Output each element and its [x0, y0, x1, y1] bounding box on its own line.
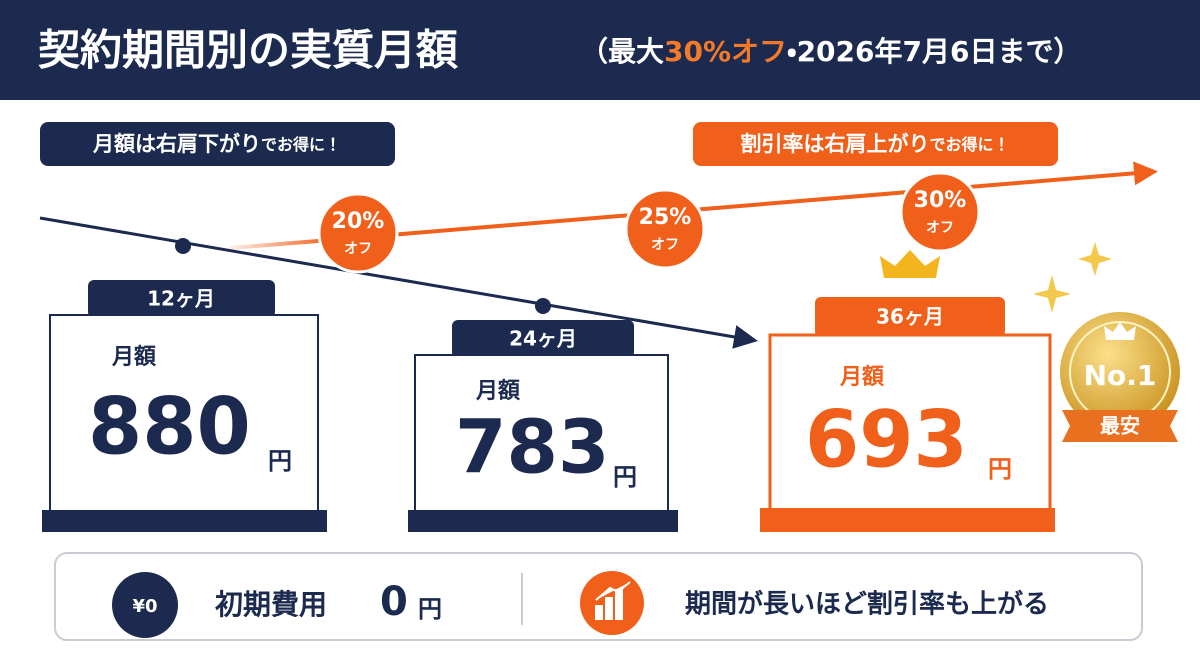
plan-card: 12ヶ月 月額 880 円 [42, 280, 327, 532]
discount-circle: 25% オフ [624, 188, 706, 270]
badge-right [693, 122, 1058, 166]
plan-label: 月額 [839, 365, 885, 390]
discount-label: オフ [344, 241, 372, 257]
discount-rate: 25% [639, 205, 692, 230]
discount-line [329, 161, 1158, 242]
crown [880, 250, 940, 278]
plan-price: 693 [805, 395, 968, 485]
fee-label: 初期費用 [214, 588, 327, 621]
badge-right-text: 割引率は右肩上がりでお得に！ [740, 132, 1009, 156]
sparkle [1078, 242, 1112, 276]
discount-line-fade [229, 238, 331, 250]
fee-value: 0 [380, 579, 408, 625]
plan-term: 12ヶ月 [147, 287, 215, 311]
discount-label: オフ [651, 237, 679, 253]
plan-card: 36ヶ月 月額 693 円 [760, 297, 1055, 532]
price-line [39, 216, 758, 349]
discount-rate: 20% [332, 209, 385, 234]
plan-price: 783 [455, 405, 609, 491]
wallet-icon [112, 572, 178, 638]
header-band [0, 0, 1200, 100]
title: 契約期間別の実質月額 [38, 26, 458, 75]
plan-term: 24ヶ月 [509, 327, 577, 351]
growth-icon-bars [595, 581, 631, 620]
fee-unit: 円 [418, 595, 442, 623]
wallet-icon-text: ¥0 [132, 596, 157, 617]
badge-left-text: 月額は右肩下がりでお得に！ [92, 132, 341, 156]
plan-unit: 円 [988, 455, 1012, 483]
medal: No.1 最安 [1060, 312, 1180, 442]
price-dot [175, 238, 191, 254]
subtitle-post: ・2026年7月6日まで） [787, 35, 1081, 68]
medal-rank: No.1 [1084, 359, 1157, 392]
badge-sub: でお得に！ [929, 135, 1009, 154]
badge-main: 割引率は右肩上がり [740, 132, 929, 156]
discount-circle: 20% オフ [317, 192, 399, 274]
medal-text: 最安 [1100, 414, 1140, 438]
plan-unit: 円 [268, 447, 292, 475]
plan-label: 月額 [475, 379, 521, 404]
plan-card: 24ヶ月 月額 783 円 [408, 320, 678, 532]
subtitle: （最大30%オフ・2026年7月6日まで） [580, 35, 1081, 68]
discount-circle: 30% オフ [899, 171, 981, 253]
plan-price: 880 [88, 382, 251, 472]
subtitle-highlight: 30%オフ [664, 35, 787, 68]
plan-unit: 円 [613, 463, 637, 491]
price-dot [535, 298, 551, 314]
badge-left [40, 122, 395, 166]
discount-rate: 30% [914, 188, 967, 213]
discount-label: オフ [926, 220, 954, 236]
plan-term: 36ヶ月 [876, 305, 944, 329]
badge-sub: でお得に！ [261, 135, 341, 154]
sparkle [1033, 275, 1071, 313]
subtitle-pre: （最大 [580, 35, 664, 68]
footer-note: 期間が長いほど割引率も上がる [685, 589, 1049, 620]
badge-main: 月額は右肩下がり [92, 132, 261, 156]
plan-label: 月額 [111, 345, 157, 370]
